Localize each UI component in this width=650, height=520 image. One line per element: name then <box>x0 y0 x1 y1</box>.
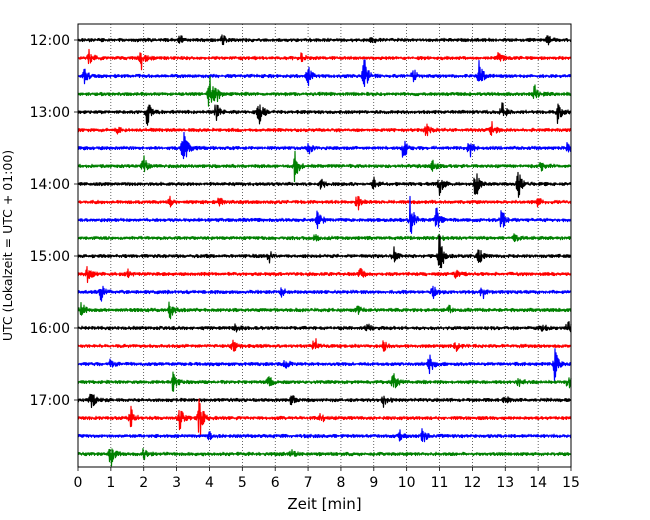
trace-1300 <box>77 102 572 126</box>
trace-1730 <box>77 428 572 443</box>
x-tick-label: 12 <box>463 475 481 491</box>
x-tick-label: 10 <box>398 475 416 491</box>
trace-1330 <box>77 131 572 160</box>
y-tick-label: 13:00 <box>30 105 70 121</box>
trace-1630 <box>77 348 572 382</box>
trace-1315 <box>77 121 572 137</box>
trace-1515 <box>77 266 572 284</box>
y-axis-ticks: 12:00 13:00 14:00 15:00 16:00 17:00 <box>30 33 78 409</box>
trace-1500 <box>77 235 572 269</box>
seismic-traces <box>77 34 572 467</box>
y-tick-label: 14:00 <box>30 177 70 193</box>
y-axis-label: UTC (Lokalzeit = UTC + 01:00) <box>0 150 15 341</box>
x-tick-label: 4 <box>205 475 214 491</box>
x-tick-label: 0 <box>74 475 83 491</box>
x-tick-label: 1 <box>106 475 115 491</box>
trace-1400 <box>77 171 572 198</box>
trace-1615 <box>77 338 572 352</box>
trace-1715 <box>77 398 572 437</box>
trace-1215 <box>77 48 572 71</box>
x-axis-ticks: 0 1 2 3 4 5 6 7 8 9 10 11 12 13 14 15 <box>74 467 580 491</box>
x-axis-label: Zeit [min] <box>287 495 361 513</box>
x-tick-label: 14 <box>529 475 547 491</box>
plot-frame <box>77 23 572 468</box>
trace-1700 <box>77 393 572 409</box>
y-tick-label: 17:00 <box>30 393 70 409</box>
y-tick-label: 16:00 <box>30 321 70 337</box>
trace-1445 <box>77 233 572 244</box>
trace-1245 <box>77 75 572 107</box>
trace-1230 <box>77 59 572 88</box>
trace-1530 <box>77 285 572 302</box>
x-tick-label: 8 <box>336 475 345 491</box>
x-tick-label: 9 <box>369 475 378 491</box>
trace-1345 <box>77 150 572 183</box>
trace-1545 <box>77 301 572 320</box>
x-tick-label: 6 <box>271 475 280 491</box>
trace-1200 <box>77 34 572 46</box>
y-tick-label: 15:00 <box>30 249 70 265</box>
x-tick-label: 2 <box>139 475 148 491</box>
trace-1430 <box>77 195 572 234</box>
x-tick-label: 11 <box>431 475 449 491</box>
trace-1745 <box>77 447 572 467</box>
trace-1415 <box>77 195 572 211</box>
x-tick-label: 7 <box>304 475 313 491</box>
x-tick-label: 15 <box>562 475 580 491</box>
x-tick-label: 13 <box>496 475 514 491</box>
trace-1645 <box>77 371 572 392</box>
x-tick-label: 5 <box>238 475 247 491</box>
x-tick-label: 3 <box>172 475 181 491</box>
y-tick-label: 12:00 <box>30 33 70 49</box>
trace-1600 <box>77 321 572 333</box>
